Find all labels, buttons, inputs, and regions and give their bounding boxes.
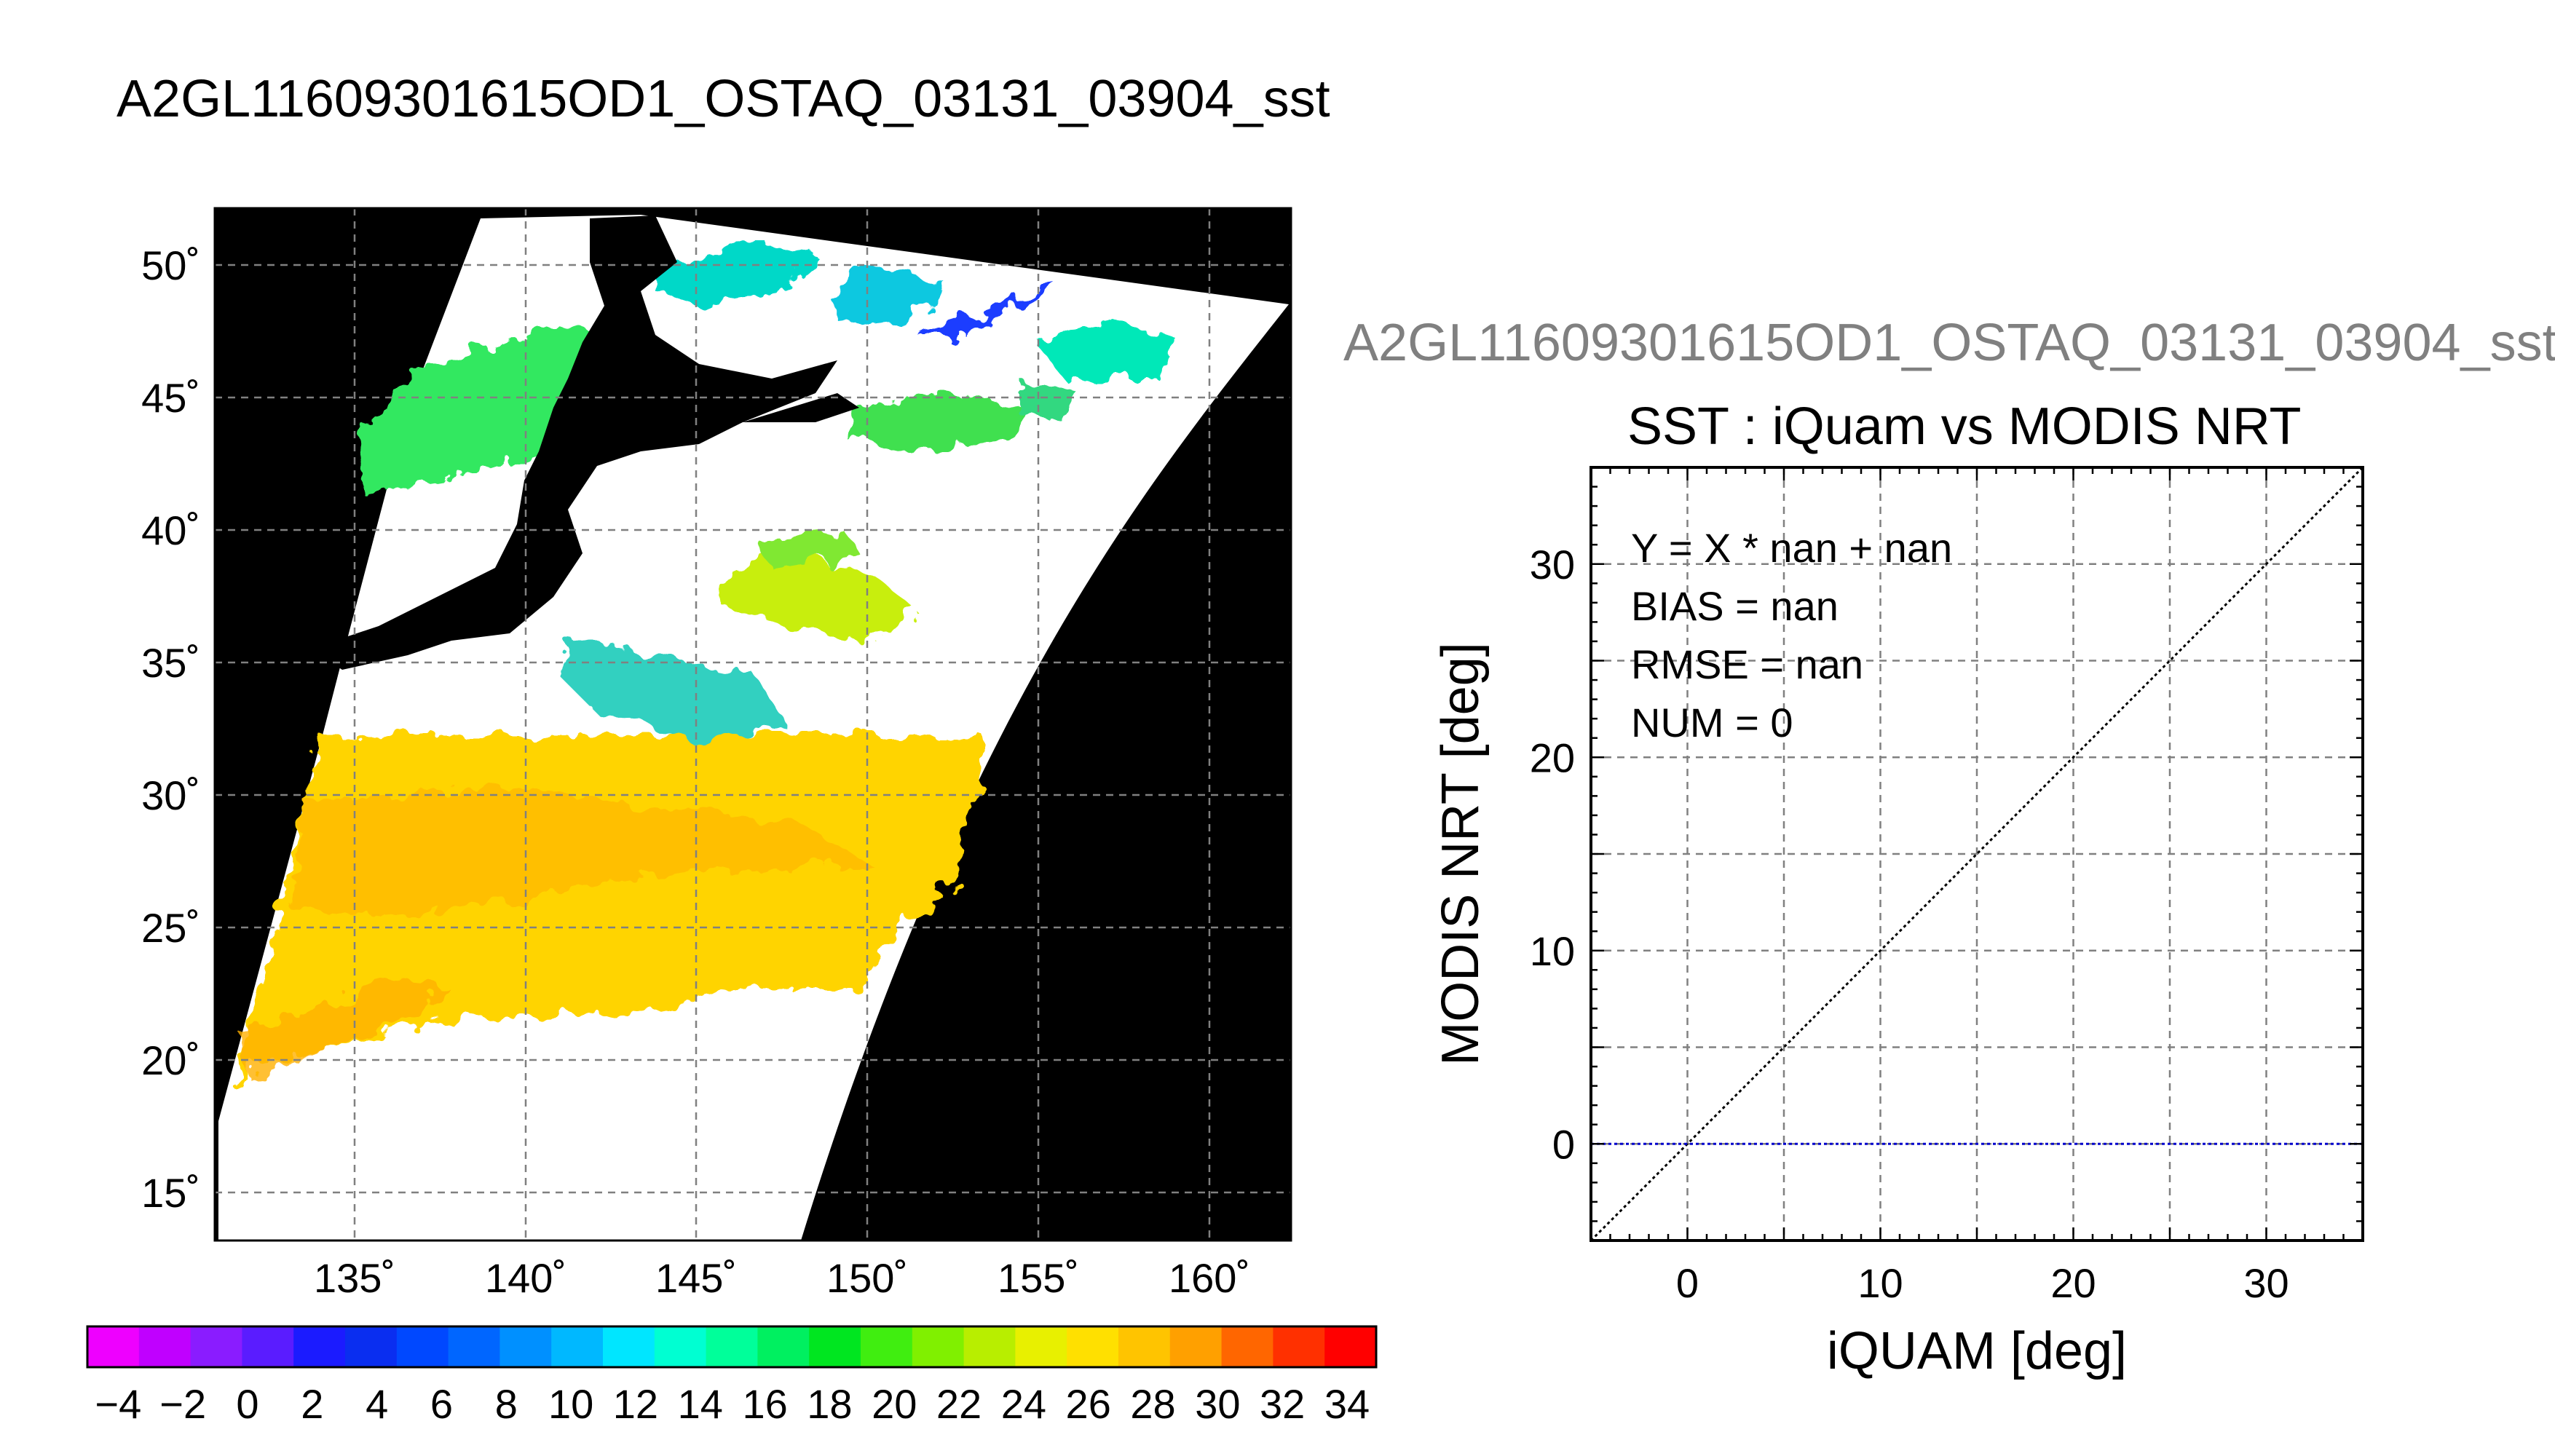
colorbar-swatch bbox=[396, 1326, 449, 1367]
colorbar-tick-label: 28 bbox=[1130, 1381, 1175, 1427]
x-axis-label: iQUAM [deg] bbox=[1827, 1322, 2127, 1380]
colorbar-tick-label: 32 bbox=[1260, 1381, 1305, 1427]
colorbar-tick-label: 2 bbox=[301, 1381, 323, 1427]
colorbar-tick-label: −2 bbox=[159, 1381, 206, 1427]
colorbar-tick-label: 26 bbox=[1066, 1381, 1111, 1427]
num-annotation: NUM = 0 bbox=[1631, 700, 1793, 745]
colorbar-swatch bbox=[242, 1326, 294, 1367]
bias-annotation: BIAS = nan bbox=[1631, 583, 1839, 629]
colorbar-swatch bbox=[1067, 1326, 1119, 1367]
colorbar-tick-label: 16 bbox=[742, 1381, 787, 1427]
colorbar-swatch bbox=[87, 1326, 140, 1367]
colorbar-swatch bbox=[448, 1326, 500, 1367]
scatter-tick-marks bbox=[1590, 466, 2364, 1242]
colorbar-swatch bbox=[1169, 1326, 1223, 1367]
colorbar-swatch bbox=[1118, 1326, 1171, 1367]
colorbar-tick-label: 24 bbox=[1001, 1381, 1046, 1427]
x-tick-labels: 0 10 20 30 bbox=[1676, 1260, 2289, 1306]
x-tick-label: 30 bbox=[2243, 1260, 2289, 1306]
map-frame bbox=[213, 207, 1292, 1242]
lon-label-160: 160˚ bbox=[1169, 1255, 1250, 1301]
y-tick-label: 0 bbox=[1552, 1121, 1575, 1167]
colorbar-tick-label: 8 bbox=[495, 1381, 518, 1427]
colorbar-swatch bbox=[1324, 1326, 1377, 1367]
lon-label-155: 155˚ bbox=[998, 1255, 1079, 1301]
colorbar-swatch bbox=[499, 1326, 552, 1367]
colorbar-swatch bbox=[757, 1326, 810, 1367]
x-tick-label: 0 bbox=[1676, 1260, 1699, 1306]
colorbar-labels: −4 −2 0 2 4 6 8 10 12 14 16 18 20 22 24 26 28 30 32 34 bbox=[95, 1381, 1370, 1427]
colorbar-swatch bbox=[654, 1326, 707, 1367]
y-tick-label: 10 bbox=[1530, 928, 1575, 974]
colorbar-tick-label: −4 bbox=[95, 1381, 141, 1427]
colorbar-swatch bbox=[190, 1326, 242, 1367]
colorbar-tick-label: 22 bbox=[936, 1381, 982, 1427]
colorbar-tick-label: 20 bbox=[872, 1381, 917, 1427]
colorbar-swatch bbox=[1221, 1326, 1273, 1367]
lon-label-145: 145˚ bbox=[655, 1255, 737, 1301]
latitude-labels: 50˚ 45˚ 40˚ 35˚ 30˚ 25˚ 20˚ 15˚ bbox=[141, 242, 200, 1216]
lon-label-150: 150˚ bbox=[826, 1255, 908, 1301]
sst-colorbar bbox=[86, 1325, 1378, 1369]
sst-map bbox=[215, 208, 1291, 1241]
colorbar-tick-label: 0 bbox=[236, 1381, 258, 1427]
stats-annotations: Y = X * nan + nan BIAS = nan RMSE = nan … bbox=[1631, 525, 1952, 745]
sst-map-panel: 50˚ 45˚ 40˚ 35˚ 30˚ 25˚ 20˚ 15˚ 135˚ 140… bbox=[86, 207, 1378, 1427]
colorbar-swatch bbox=[138, 1326, 191, 1367]
colorbar-swatch bbox=[1015, 1326, 1067, 1367]
right-title: A2GL11609301615OD1_OSTAQ_03131_03904_sst bbox=[1343, 314, 2555, 372]
y-tick-label: 30 bbox=[1530, 542, 1575, 587]
y-tick-labels: 0 10 20 30 bbox=[1530, 542, 1575, 1168]
colorbar-frame bbox=[86, 1325, 1378, 1369]
sst-fields bbox=[233, 240, 1180, 1092]
colorbar-tick-label: 14 bbox=[678, 1381, 723, 1427]
colorbar-tick-label: 18 bbox=[807, 1381, 852, 1427]
lat-label-35: 35˚ bbox=[141, 640, 200, 686]
colorbar-tick-label: 30 bbox=[1195, 1381, 1240, 1427]
scatter-lines bbox=[1590, 466, 2364, 1242]
main-title: A2GL11609301615OD1_OSTAQ_03131_03904_sst bbox=[117, 70, 1330, 128]
scatter-panel: 0 10 20 30 0 10 20 30 Y = X * nan + nan BIAS =… bbox=[1431, 466, 2364, 1380]
lat-label-20: 20˚ bbox=[141, 1037, 200, 1083]
map-gridlines bbox=[215, 208, 1291, 1241]
lon-label-140: 140˚ bbox=[485, 1255, 566, 1301]
y-axis-label: MODIS NRT [deg] bbox=[1431, 642, 1490, 1066]
colorbar-swatch bbox=[1273, 1326, 1325, 1367]
colorbar-tick-label: 12 bbox=[613, 1381, 658, 1427]
lon-label-135: 135˚ bbox=[314, 1255, 395, 1301]
colorbar-swatch bbox=[293, 1326, 346, 1367]
scatter-gridlines bbox=[1591, 467, 2363, 1241]
x-tick-label: 10 bbox=[1857, 1260, 1903, 1306]
colorbar-tick-label: 10 bbox=[548, 1381, 593, 1427]
colorbar-swatch bbox=[706, 1326, 758, 1367]
lat-label-50: 50˚ bbox=[141, 242, 200, 288]
y-tick-label: 20 bbox=[1530, 735, 1575, 780]
lat-label-30: 30˚ bbox=[141, 772, 200, 818]
x-tick-label: 20 bbox=[2050, 1260, 2096, 1306]
colorbar-swatch bbox=[603, 1326, 655, 1367]
colorbar-swatch bbox=[345, 1326, 398, 1367]
lat-label-25: 25˚ bbox=[141, 905, 200, 951]
lat-label-45: 45˚ bbox=[141, 375, 200, 421]
lat-label-40: 40˚ bbox=[141, 507, 200, 553]
scatter-title: SST : iQuam vs MODIS NRT bbox=[1627, 397, 2302, 456]
longitude-labels: 135˚ 140˚ 145˚ 150˚ 155˚ 160˚ bbox=[314, 1255, 1250, 1301]
land-mask bbox=[320, 215, 837, 670]
colorbar-swatch bbox=[912, 1326, 965, 1367]
colorbar-tick-label: 4 bbox=[366, 1381, 388, 1427]
lat-label-15: 15˚ bbox=[141, 1170, 200, 1216]
colorbar-swatch bbox=[861, 1326, 913, 1367]
one-to-one-line bbox=[1590, 466, 2364, 1242]
regression-annotation: Y = X * nan + nan bbox=[1631, 525, 1952, 571]
rmse-annotation: RMSE = nan bbox=[1631, 641, 1863, 687]
colorbar-tick-label: 6 bbox=[430, 1381, 453, 1427]
colorbar-swatch bbox=[963, 1326, 1016, 1367]
colorbar-swatch bbox=[809, 1326, 861, 1367]
colorbar-swatch bbox=[551, 1326, 604, 1367]
colorbar-tick-label: 34 bbox=[1324, 1381, 1370, 1427]
